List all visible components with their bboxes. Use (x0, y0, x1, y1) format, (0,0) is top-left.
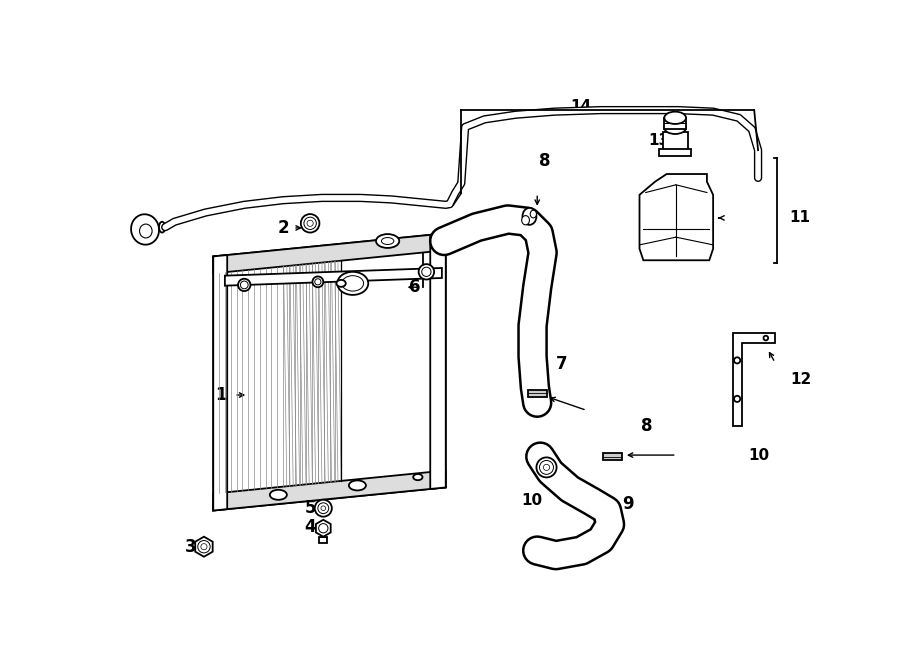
Ellipse shape (530, 210, 536, 218)
Ellipse shape (342, 276, 364, 291)
Text: 14: 14 (570, 98, 591, 114)
Polygon shape (213, 233, 446, 274)
Text: 3: 3 (184, 537, 196, 556)
Polygon shape (430, 233, 446, 489)
Circle shape (240, 281, 248, 289)
Polygon shape (225, 268, 442, 286)
Text: 2: 2 (277, 219, 289, 237)
Ellipse shape (376, 234, 400, 248)
Bar (664, 118, 686, 129)
Ellipse shape (522, 215, 529, 225)
Ellipse shape (270, 490, 287, 500)
Text: 13: 13 (648, 134, 669, 149)
Text: 10: 10 (748, 447, 770, 463)
Circle shape (238, 279, 250, 291)
Polygon shape (640, 174, 713, 260)
Circle shape (544, 464, 550, 471)
Polygon shape (213, 471, 446, 510)
Text: 9: 9 (623, 495, 634, 514)
Circle shape (301, 214, 320, 233)
Polygon shape (316, 520, 330, 537)
Polygon shape (195, 537, 212, 557)
Ellipse shape (523, 208, 536, 225)
Circle shape (319, 524, 328, 533)
Bar (662, 132, 688, 155)
Text: 8: 8 (539, 152, 551, 170)
Ellipse shape (349, 481, 366, 490)
Polygon shape (733, 333, 775, 426)
Ellipse shape (413, 474, 422, 480)
Text: 8: 8 (641, 417, 652, 435)
Circle shape (418, 264, 434, 280)
Text: 1: 1 (215, 386, 227, 404)
Text: 5: 5 (305, 499, 316, 517)
Circle shape (307, 220, 313, 226)
Text: 4: 4 (305, 518, 316, 537)
Circle shape (304, 217, 316, 229)
Ellipse shape (338, 272, 368, 295)
Text: 10: 10 (521, 493, 543, 508)
Polygon shape (213, 255, 227, 510)
Circle shape (536, 457, 556, 477)
Circle shape (734, 358, 740, 364)
Circle shape (201, 543, 207, 550)
Bar (320, 537, 328, 543)
Ellipse shape (382, 237, 394, 245)
Ellipse shape (664, 122, 686, 134)
Circle shape (422, 267, 431, 276)
Bar (659, 149, 691, 156)
Text: 11: 11 (789, 210, 810, 225)
Ellipse shape (140, 224, 152, 238)
Text: 6: 6 (409, 278, 420, 296)
Circle shape (318, 503, 328, 514)
Bar (528, 389, 546, 397)
Ellipse shape (337, 280, 346, 287)
Ellipse shape (159, 222, 166, 233)
Circle shape (315, 500, 332, 517)
Circle shape (198, 541, 210, 553)
Circle shape (312, 276, 323, 288)
Bar (603, 453, 622, 461)
Circle shape (539, 461, 554, 475)
Text: 12: 12 (790, 372, 811, 387)
Circle shape (315, 279, 321, 285)
Ellipse shape (664, 112, 686, 124)
Circle shape (763, 336, 769, 340)
Circle shape (734, 396, 740, 402)
Text: 7: 7 (556, 355, 567, 373)
Polygon shape (213, 233, 446, 510)
Circle shape (321, 506, 326, 510)
